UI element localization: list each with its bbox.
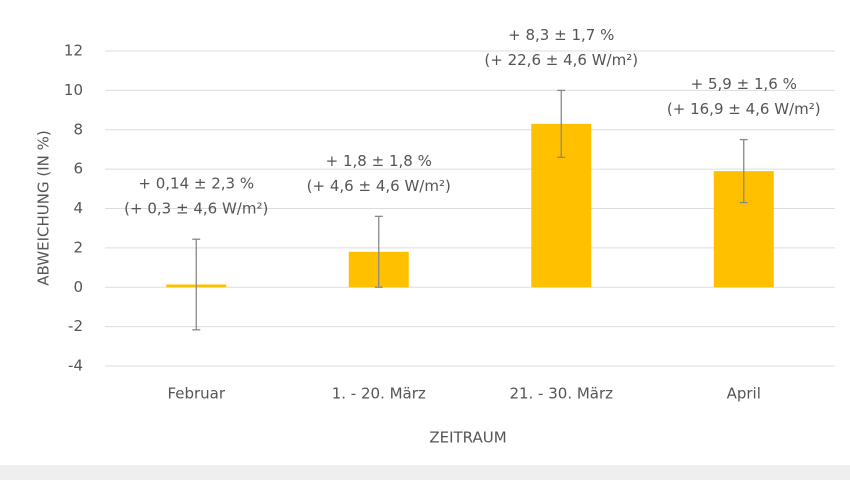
y-axis-label: ABWEICHUNG (IN %)	[35, 130, 53, 285]
y-tick-label: 12	[64, 42, 83, 60]
x-tick-label: 21. - 30. März	[509, 385, 613, 403]
x-tick-label: April	[727, 385, 761, 403]
value-sublabel: (+ 22,6 ± 4,6 W/m²)	[484, 51, 638, 69]
y-tick-label: -2	[68, 317, 83, 335]
footer-strip	[0, 465, 850, 480]
value-label: + 1,8 ± 1,8 %	[326, 152, 432, 170]
y-tick-label: 4	[73, 199, 83, 217]
value-sublabel: (+ 0,3 ± 4,6 W/m²)	[124, 200, 268, 218]
value-label: + 8,3 ± 1,7 %	[508, 26, 614, 44]
y-tick-label: 6	[73, 160, 83, 178]
value-label: + 5,9 ± 1,6 %	[691, 75, 797, 93]
x-axis-label: ZEITRAUM	[429, 429, 506, 447]
y-tick-label: -4	[68, 357, 83, 375]
x-tick-label: 1. - 20. März	[332, 385, 426, 403]
y-tick-label: 2	[73, 238, 83, 256]
value-sublabel: (+ 16,9 ± 4,6 W/m²)	[667, 100, 821, 118]
x-tick-label: Februar	[167, 385, 225, 403]
value-sublabel: (+ 4,6 ± 4,6 W/m²)	[307, 177, 451, 195]
y-tick-label: 10	[64, 81, 83, 99]
y-tick-label: 8	[73, 120, 83, 138]
value-label: + 0,14 ± 2,3 %	[138, 175, 254, 193]
y-tick-label: 0	[73, 278, 83, 296]
